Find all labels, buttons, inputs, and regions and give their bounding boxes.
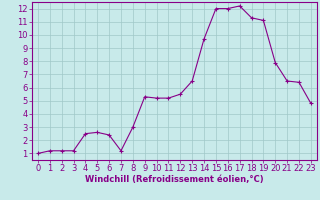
X-axis label: Windchill (Refroidissement éolien,°C): Windchill (Refroidissement éolien,°C) [85, 175, 264, 184]
